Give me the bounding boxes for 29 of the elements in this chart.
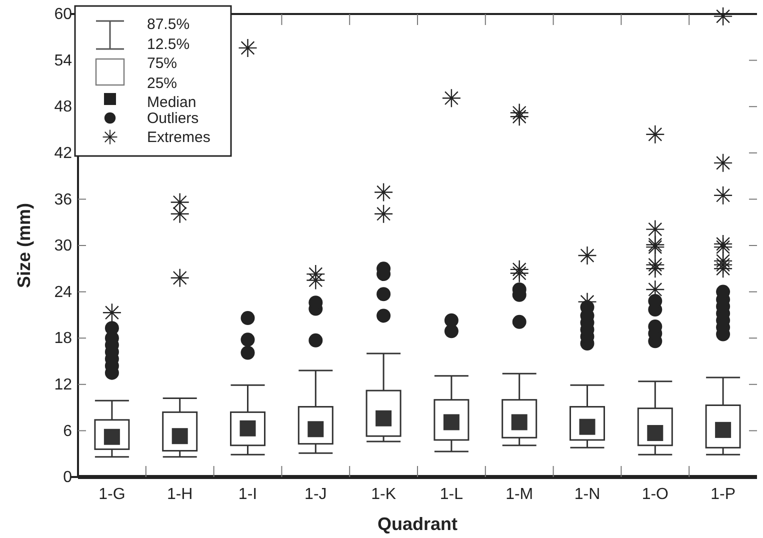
x-tick-label: 1-P bbox=[710, 486, 736, 504]
y-tick-label: 18 bbox=[54, 330, 72, 348]
annotation: 25% bbox=[147, 75, 178, 92]
y-tick-label: 12 bbox=[54, 376, 72, 394]
x-tick-label: 1-J bbox=[304, 486, 327, 504]
annotation: 12.5% bbox=[147, 36, 190, 53]
annotation: 87.5% bbox=[147, 16, 190, 33]
x-tick-label: 1-N bbox=[574, 486, 600, 504]
y-tick-label: 54 bbox=[54, 52, 72, 70]
y-tick-label: 60 bbox=[54, 6, 72, 24]
x-tick-label: 1-I bbox=[238, 486, 258, 504]
x-tick-label: 1-O bbox=[642, 486, 668, 504]
y-tick-label: 6 bbox=[63, 422, 72, 440]
x-tick-label: 1-G bbox=[98, 486, 126, 504]
x-tick-label: 1-H bbox=[166, 486, 193, 504]
y-tick-label: 30 bbox=[54, 238, 72, 255]
annotation: 75% bbox=[147, 55, 178, 72]
x-tick-label: 1-K bbox=[371, 486, 396, 504]
y-tick-label: 24 bbox=[54, 284, 72, 301]
annotation: Median bbox=[147, 94, 196, 111]
x-tick-label: 1-M bbox=[506, 486, 534, 504]
y-axis-title: Size (mm) bbox=[14, 202, 34, 288]
legend-label: Outliers bbox=[147, 110, 199, 127]
legend-label: Extremes bbox=[147, 129, 210, 146]
y-tick-label: 42 bbox=[54, 145, 72, 162]
y-tick-label: 36 bbox=[54, 191, 72, 208]
x-tick-label: 1-L bbox=[440, 486, 464, 504]
x-axis-title: Quadrant bbox=[377, 514, 458, 534]
y-tick-label: 48 bbox=[54, 98, 72, 116]
